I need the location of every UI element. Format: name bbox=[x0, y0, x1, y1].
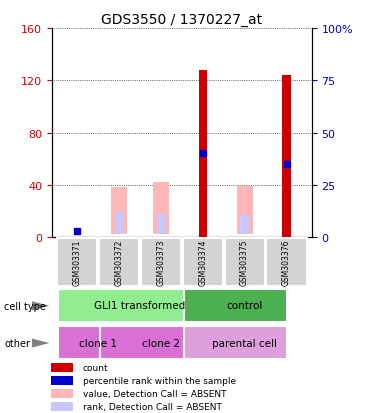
Polygon shape bbox=[32, 339, 49, 348]
Text: count: count bbox=[83, 363, 108, 372]
FancyBboxPatch shape bbox=[141, 238, 181, 287]
Bar bbox=[115, 213, 123, 235]
FancyBboxPatch shape bbox=[184, 289, 286, 322]
Bar bbox=[237, 187, 253, 235]
Bar bbox=[51, 389, 73, 398]
Title: GDS3550 / 1370227_at: GDS3550 / 1370227_at bbox=[101, 12, 262, 26]
FancyBboxPatch shape bbox=[58, 326, 119, 359]
Bar bbox=[51, 376, 73, 385]
Text: clone 2: clone 2 bbox=[142, 338, 180, 348]
Text: GSM303371: GSM303371 bbox=[73, 239, 82, 285]
Text: GSM303372: GSM303372 bbox=[115, 239, 124, 285]
FancyBboxPatch shape bbox=[184, 326, 286, 359]
Bar bbox=[51, 402, 73, 411]
Bar bbox=[157, 214, 165, 235]
Text: value, Detection Call = ABSENT: value, Detection Call = ABSENT bbox=[83, 389, 226, 398]
Text: GLI1 transformed: GLI1 transformed bbox=[94, 301, 186, 311]
Text: control: control bbox=[226, 301, 263, 311]
Text: rank, Detection Call = ABSENT: rank, Detection Call = ABSENT bbox=[83, 402, 222, 411]
Bar bbox=[153, 183, 169, 235]
Text: clone 1: clone 1 bbox=[79, 338, 117, 348]
Text: other: other bbox=[4, 339, 30, 349]
FancyBboxPatch shape bbox=[99, 238, 139, 287]
Text: cell type: cell type bbox=[4, 301, 46, 311]
Text: percentile rank within the sample: percentile rank within the sample bbox=[83, 376, 236, 385]
Text: GSM303376: GSM303376 bbox=[282, 239, 291, 285]
Bar bbox=[111, 188, 127, 235]
Polygon shape bbox=[32, 301, 49, 311]
FancyBboxPatch shape bbox=[224, 238, 265, 287]
Bar bbox=[198, 71, 207, 237]
Text: GSM303375: GSM303375 bbox=[240, 239, 249, 285]
FancyBboxPatch shape bbox=[58, 289, 203, 322]
FancyBboxPatch shape bbox=[183, 238, 223, 287]
FancyBboxPatch shape bbox=[57, 238, 97, 287]
Bar bbox=[240, 215, 249, 235]
Bar bbox=[282, 76, 291, 237]
Bar bbox=[51, 363, 73, 373]
Text: parental cell: parental cell bbox=[212, 338, 277, 348]
FancyBboxPatch shape bbox=[266, 238, 306, 287]
Text: GSM303373: GSM303373 bbox=[156, 239, 165, 285]
Text: GSM303374: GSM303374 bbox=[198, 239, 207, 285]
FancyBboxPatch shape bbox=[100, 326, 203, 359]
